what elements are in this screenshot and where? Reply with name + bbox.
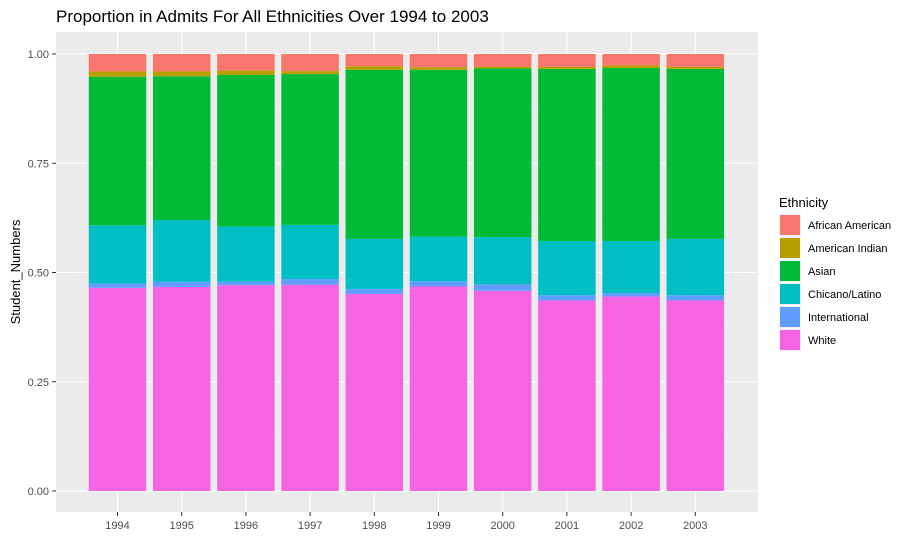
- bar-1999-asian: [409, 69, 468, 237]
- bar-2002-african-american: [602, 54, 660, 66]
- bar-1994-african-american: [88, 54, 147, 72]
- x-tick-label: 1995: [169, 520, 193, 532]
- bar-2002-international: [602, 293, 660, 297]
- bar-2002-asian: [602, 67, 660, 242]
- bar-2000-chicano-latino: [473, 237, 532, 285]
- bar-1997-american-indian: [281, 71, 339, 75]
- bar-2001-international: [538, 295, 596, 301]
- bar-1995-international: [152, 281, 211, 287]
- y-tick-label: 0.25: [28, 377, 49, 389]
- bar-2000-african-american: [473, 54, 532, 67]
- legend-swatch-white: [780, 330, 800, 350]
- bar-2001-white: [538, 300, 596, 491]
- legend-swatch-american-indian: [780, 238, 800, 258]
- y-axis: 0.00 0.25 0.50 0.75 1.00: [28, 49, 56, 498]
- legend-swatch-international: [780, 307, 800, 327]
- bar-1995-chicano-latino: [152, 220, 211, 282]
- bar-1994-american-indian: [88, 71, 147, 77]
- bar-2002-american-indian: [602, 65, 660, 68]
- x-tick-label: 2000: [490, 520, 514, 532]
- bar-1998-american-indian: [345, 66, 404, 70]
- bar-1996-international: [217, 281, 275, 286]
- bar-1997-international: [281, 279, 339, 285]
- bar-2000-international: [473, 284, 532, 291]
- bar-1994-international: [88, 283, 147, 288]
- bar-1994-asian: [88, 76, 147, 226]
- bar-2003-chicano-latino: [666, 238, 725, 296]
- x-tick-label: 1999: [426, 520, 450, 532]
- legend-label: International: [808, 312, 869, 324]
- legend-label: African American: [808, 220, 891, 232]
- bar-2001-asian: [538, 68, 596, 242]
- bar-2002-chicano-latino: [602, 241, 660, 294]
- bars-group: [88, 54, 725, 491]
- legend-label: Chicano/Latino: [808, 289, 881, 301]
- bar-1994-chicano-latino: [88, 225, 147, 284]
- bar-2003-asian: [666, 68, 725, 239]
- bar-1998-asian: [345, 69, 404, 239]
- x-tick-label: 1998: [362, 520, 386, 532]
- bar-2000-asian: [473, 68, 532, 238]
- bar-1999-white: [409, 286, 468, 491]
- bar-1996-chicano-latino: [217, 226, 275, 282]
- bar-1999-chicano-latino: [409, 236, 468, 282]
- x-tick-label: 1994: [105, 520, 129, 532]
- bar-1996-white: [217, 285, 275, 491]
- x-tick-label: 2001: [555, 520, 579, 532]
- chart-title: Proportion in Admits For All Ethnicities…: [56, 7, 489, 26]
- legend-title: Ethnicity: [779, 195, 829, 210]
- legend-swatch-african-american: [780, 215, 800, 235]
- legend-label: Asian: [808, 266, 836, 278]
- x-tick-label: 2003: [683, 520, 707, 532]
- bar-1998-african-american: [345, 54, 404, 67]
- bar-1995-asian: [152, 76, 211, 221]
- bar-1999-international: [409, 281, 468, 287]
- bar-2003-african-american: [666, 54, 725, 67]
- y-tick-label: 0.00: [28, 486, 49, 498]
- legend-label: White: [808, 335, 836, 347]
- legend-swatch-chicano-latino: [780, 284, 800, 304]
- bar-2002-white: [602, 296, 660, 491]
- bar-2001-african-american: [538, 54, 596, 67]
- bar-1996-african-american: [217, 54, 275, 71]
- bar-1995-american-indian: [152, 71, 211, 77]
- y-tick-label: 1.00: [28, 49, 49, 61]
- bar-2003-white: [666, 300, 725, 491]
- bar-1999-american-indian: [409, 67, 468, 70]
- bar-1997-white: [281, 284, 339, 491]
- bar-2001-chicano-latino: [538, 241, 596, 296]
- bar-1995-white: [152, 286, 211, 491]
- x-tick-label: 2002: [619, 520, 643, 532]
- bar-2003-american-indian: [666, 66, 725, 69]
- legend-swatch-asian: [780, 261, 800, 281]
- x-tick-label: 1996: [234, 520, 258, 532]
- x-tick-label: 1997: [298, 520, 322, 532]
- bar-1999-african-american: [409, 54, 468, 68]
- bar-2001-american-indian: [538, 66, 596, 69]
- bar-2000-american-indian: [473, 66, 532, 69]
- bar-2000-white: [473, 290, 532, 491]
- bar-1997-african-american: [281, 54, 339, 72]
- bar-1996-american-indian: [217, 70, 275, 75]
- legend: Ethnicity African American American India…: [779, 195, 891, 351]
- bar-2003-international: [666, 295, 725, 301]
- bar-1998-chicano-latino: [345, 238, 404, 290]
- bar-1995-african-american: [152, 54, 211, 72]
- bar-1997-chicano-latino: [281, 224, 339, 280]
- bar-1998-international: [345, 289, 404, 294]
- y-tick-label: 0.75: [28, 158, 49, 170]
- legend-label: American Indian: [808, 243, 888, 255]
- bar-1996-asian: [217, 74, 275, 227]
- bar-1997-asian: [281, 74, 339, 225]
- y-axis-title: Student_Numbers: [8, 219, 23, 324]
- bar-1998-white: [345, 293, 404, 491]
- x-axis: 1994 1995 1996 1997 1998 1999 2000 2001 2002 2003: [105, 512, 708, 532]
- bar-1994-white: [88, 287, 147, 491]
- y-tick-label: 0.50: [28, 268, 49, 280]
